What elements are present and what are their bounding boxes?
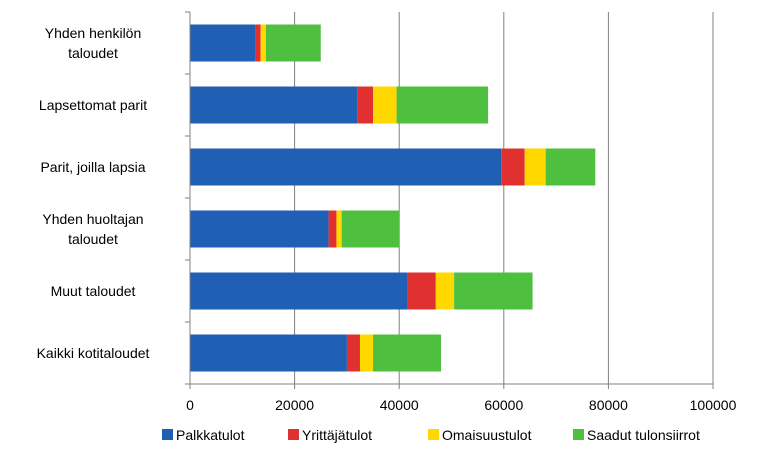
legend-swatch (162, 429, 173, 440)
legend: Palkkatulot Yrittäjätulot Omaisuustulot Saa… (162, 427, 700, 443)
bar-segment-yritt-j-tulot (328, 210, 337, 248)
category-label: Yhden henkilön (45, 25, 142, 41)
x-tick-label: 0 (186, 397, 194, 413)
x-tick-label: 60000 (484, 397, 523, 413)
bar-segment-omaisuustulot (359, 334, 374, 372)
legend-label: Yrittäjätulot (302, 427, 372, 443)
bar-segment-yritt-j-tulot (255, 24, 261, 62)
bar-segment-palkkatulot (190, 148, 502, 186)
bar-segment-saadut-tulonsiirrot (341, 210, 400, 248)
bar-segment-saadut-tulonsiirrot (454, 272, 533, 310)
bar-segment-omaisuustulot (435, 272, 455, 310)
bar-segment-palkkatulot (190, 272, 408, 310)
bar-segment-palkkatulot (190, 86, 358, 124)
category-label: Yhden huoltajan (42, 211, 143, 227)
legend-label: Saadut tulonsiirrot (587, 427, 700, 443)
bar-segment-palkkatulot (190, 334, 347, 372)
bar-segment-saadut-tulonsiirrot (396, 86, 489, 124)
category-label: taloudet (68, 231, 118, 247)
x-tick-label: 100000 (690, 397, 737, 413)
bar-segment-saadut-tulonsiirrot (265, 24, 321, 62)
bar-segment-saadut-tulonsiirrot (545, 148, 596, 186)
bar-segment-yritt-j-tulot (346, 334, 360, 372)
category-label: taloudet (68, 45, 118, 61)
bars (190, 24, 596, 372)
category-label: Parit, joilla lapsia (40, 159, 145, 175)
legend-swatch (573, 429, 584, 440)
x-tick-label: 40000 (380, 397, 419, 413)
bar-segment-yritt-j-tulot (357, 86, 374, 124)
x-tick-label: 80000 (589, 397, 628, 413)
bar-segment-omaisuustulot (373, 86, 397, 124)
bar-segment-palkkatulot (190, 210, 329, 248)
category-labels: Yhden henkilön taloudet Lapsettomat parit P… (37, 25, 150, 361)
gridlines (294, 12, 714, 384)
axes (185, 11, 714, 389)
legend-label: Palkkatulot (176, 427, 245, 443)
bar-segment-yritt-j-tulot (501, 148, 525, 186)
bar-segment-omaisuustulot (524, 148, 546, 186)
bar-segment-yritt-j-tulot (407, 272, 436, 310)
bar-segment-palkkatulot (190, 24, 256, 62)
bar-segment-saadut-tulonsiirrot (373, 334, 442, 372)
tick-labels: 0 20000 40000 60000 80000 100000 (186, 397, 736, 413)
category-label: Lapsettomat parit (39, 97, 147, 113)
bar-segment-omaisuustulot (336, 210, 342, 248)
category-label: Kaikki kotitaloudet (37, 345, 150, 361)
x-tick-label: 20000 (275, 397, 314, 413)
legend-swatch (428, 429, 439, 440)
bar-segment-omaisuustulot (260, 24, 266, 62)
category-label: Muut taloudet (51, 283, 136, 299)
legend-label: Omaisuustulot (442, 427, 532, 443)
legend-swatch (288, 429, 299, 440)
